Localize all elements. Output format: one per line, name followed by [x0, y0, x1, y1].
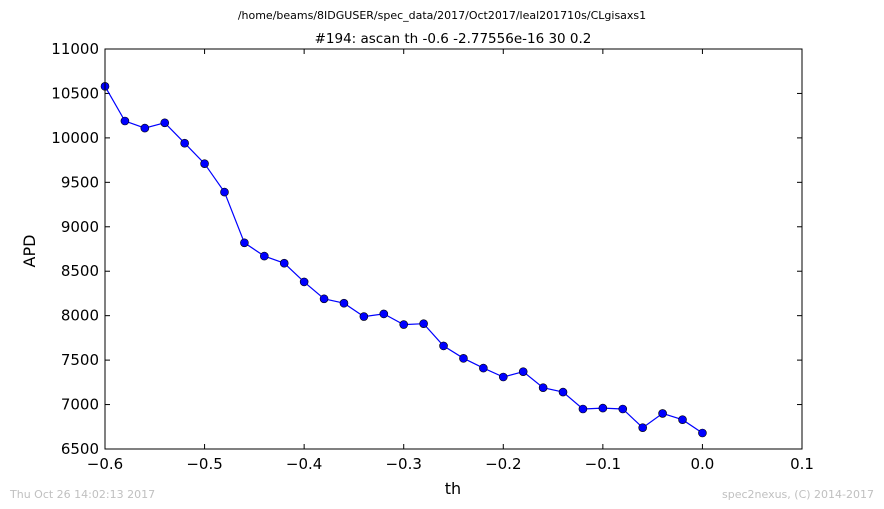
x-tick-label: 0.1 [790, 455, 814, 473]
data-series [100, 82, 707, 438]
data-point [558, 387, 568, 397]
data-point [678, 415, 687, 424]
data-point [319, 294, 329, 304]
footer-credit: spec2nexus, (C) 2014-2017 [722, 488, 874, 501]
data-point [638, 423, 647, 432]
data-point [160, 118, 170, 128]
y-tick-label: 9500 [61, 173, 99, 191]
footer-timestamp: Thu Oct 26 14:02:13 2017 [9, 488, 155, 501]
x-tick-label: −0.2 [485, 455, 521, 473]
x-tick-label: −0.6 [87, 455, 123, 473]
data-point [498, 372, 508, 382]
y-tick-label: 11000 [51, 40, 99, 58]
data-point [578, 404, 588, 414]
data-point [120, 116, 130, 126]
data-point [439, 341, 448, 351]
data-point [140, 123, 150, 133]
axis-ticks: −0.6 −0.5 −0.4 −0.3 −0.2 −0.1 0.0 0.1 6500 7000 75… [51, 40, 814, 473]
data-point [220, 187, 229, 197]
data-point [339, 298, 349, 308]
y-tick-label: 8000 [61, 307, 99, 325]
y-tick-label: 7500 [61, 351, 99, 369]
chart-suptitle: /home/beams/8IDGUSER/spec_data/2017/Oct2… [238, 9, 646, 22]
series-line [104, 86, 703, 434]
data-point [618, 404, 628, 414]
data-point [399, 320, 409, 329]
x-tick-label: −0.3 [385, 455, 421, 473]
y-tick-label: 9000 [61, 218, 99, 236]
data-point [419, 319, 428, 328]
data-point [598, 403, 608, 413]
data-point [299, 277, 309, 287]
data-point [260, 251, 269, 261]
y-tick-label: 10500 [51, 84, 99, 102]
data-point [200, 159, 209, 168]
y-tick-label: 6500 [61, 440, 99, 458]
data-point [479, 363, 488, 373]
y-axis-label: APD [20, 235, 39, 268]
x-tick-label: −0.5 [186, 455, 222, 473]
y-tick-label: 8500 [61, 262, 99, 280]
x-axis-label: th [445, 479, 461, 498]
data-point [359, 312, 369, 321]
data-point [518, 367, 528, 376]
data-point [658, 409, 667, 418]
data-point [180, 138, 189, 148]
data-point [279, 258, 289, 268]
data-point [459, 354, 468, 363]
y-tick-label: 7000 [61, 396, 99, 414]
data-point [698, 428, 707, 438]
data-point [240, 238, 249, 248]
x-tick-label: −0.4 [286, 455, 322, 473]
plot-frame [104, 48, 803, 450]
data-point [379, 309, 389, 319]
y-tick-label: 10000 [51, 129, 99, 147]
x-tick-label: 0.0 [690, 455, 714, 473]
x-tick-label: −0.1 [585, 455, 621, 473]
chart-title: #194: ascan th -0.6 -2.77556e-16 30 0.2 [315, 31, 592, 47]
data-point [538, 383, 548, 392]
